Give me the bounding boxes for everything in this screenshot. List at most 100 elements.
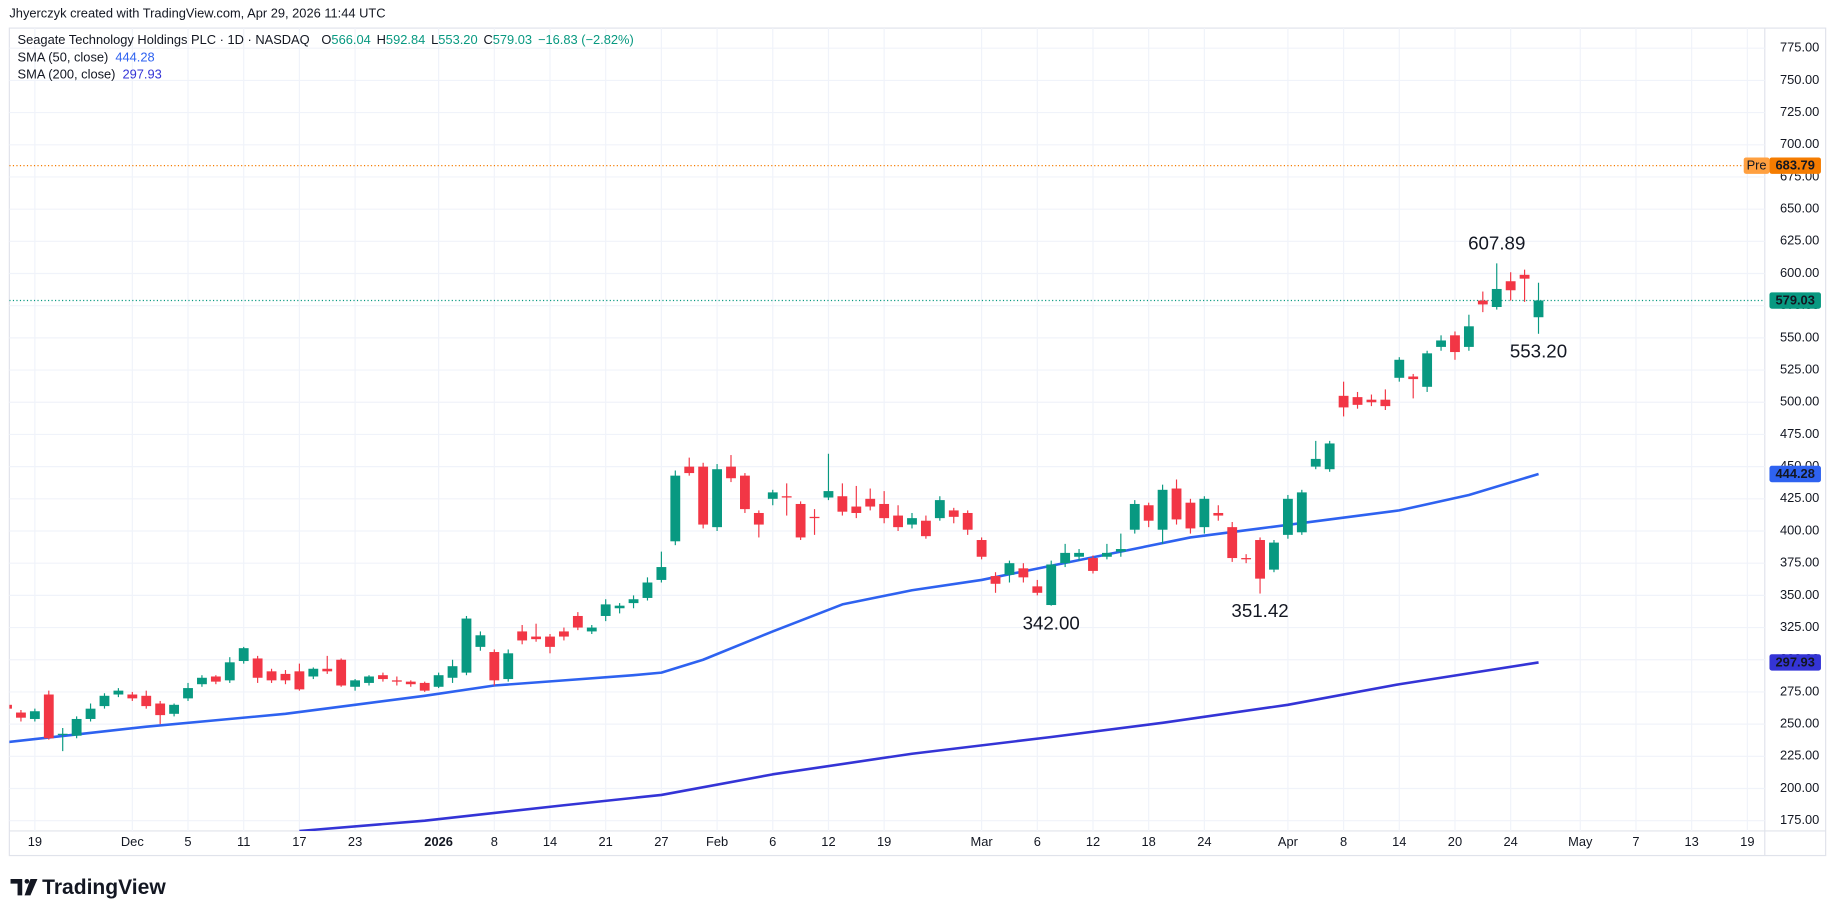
candle-body <box>461 618 472 673</box>
ohlc-key: H <box>377 32 386 47</box>
candle-body <box>545 636 555 647</box>
candle-body <box>113 690 124 695</box>
tradingview-logo: TradingView <box>10 876 166 899</box>
candle-body <box>893 515 903 528</box>
y-tick-label: 650.00 <box>1780 201 1819 216</box>
candle-body <box>1255 540 1265 579</box>
candle-body <box>1366 399 1377 403</box>
x-tick-label: 19 <box>877 834 891 849</box>
candle-body <box>1310 458 1321 467</box>
y-tick-label: 375.00 <box>1780 555 1819 570</box>
candle-body <box>85 708 96 719</box>
candle-body <box>405 681 416 685</box>
candle-body <box>155 703 166 716</box>
x-tick-label: Dec <box>121 834 144 849</box>
candle-body <box>753 512 764 525</box>
candle-body <box>252 658 263 678</box>
x-tick-label: Apr <box>1278 834 1299 849</box>
candle-body <box>948 510 959 517</box>
y-tick-label: 600.00 <box>1780 265 1819 280</box>
y-tick-label: 775.00 <box>1780 40 1819 55</box>
sma-badge-bg <box>1769 465 1821 483</box>
x-tick-label: 19 <box>28 834 42 849</box>
y-tick-label: 550.00 <box>1780 329 1819 344</box>
candle-body <box>238 648 249 662</box>
candle-body <box>9 704 12 709</box>
candle-body <box>976 540 987 557</box>
x-tick-label: 18 <box>1142 834 1156 849</box>
candle-body <box>1074 552 1084 557</box>
chart-frame <box>8 27 1827 857</box>
candle-body <box>962 512 973 530</box>
candle-body <box>781 496 792 498</box>
candle-body <box>336 659 347 686</box>
y-tick-label: 275.00 <box>1780 683 1819 698</box>
x-tick-label: 2026 <box>424 834 453 849</box>
candle-body <box>378 675 388 680</box>
candle-body <box>1213 512 1224 516</box>
candle-body <box>1422 353 1433 387</box>
x-tick-label: 19 <box>1740 834 1754 849</box>
candle-body <box>698 466 709 525</box>
candle-body <box>1227 527 1238 559</box>
candle-body <box>447 666 458 678</box>
candle-body <box>1463 326 1474 347</box>
candle-body <box>740 475 750 510</box>
grid <box>9 28 1765 831</box>
y-tick-label: 525.00 <box>1780 361 1819 376</box>
candle-body <box>280 673 291 681</box>
candle-body <box>1018 568 1029 578</box>
candle-body <box>197 677 207 685</box>
y-tick-label: 200.00 <box>1780 780 1819 795</box>
x-tick-label: 21 <box>599 834 613 849</box>
candle-body <box>224 662 235 681</box>
candle-body <box>586 627 597 632</box>
candle-body <box>1533 300 1544 318</box>
candle-body <box>57 733 68 735</box>
y-tick-label: 500.00 <box>1780 394 1819 409</box>
candle-body <box>1199 498 1210 528</box>
candle-body <box>127 694 138 699</box>
candle-body <box>559 631 569 637</box>
y-tick-label: 475.00 <box>1780 426 1819 441</box>
candle-body <box>823 491 834 498</box>
x-tick-label: 14 <box>543 834 557 849</box>
candle-body <box>1282 498 1293 535</box>
candle-body <box>210 676 221 682</box>
y-tick-label: 425.00 <box>1780 490 1819 505</box>
candle-body <box>169 704 180 714</box>
candle-body <box>1157 489 1168 530</box>
candle-body <box>16 712 26 718</box>
candle-body <box>628 599 639 604</box>
candle-body <box>308 668 319 677</box>
candle-body <box>141 695 152 707</box>
ohlc-key: C <box>483 32 492 47</box>
candle-body <box>266 671 277 681</box>
x-tick-label: 12 <box>1086 834 1100 849</box>
x-tick-label: 5 <box>184 834 191 849</box>
y-tick-label: 175.00 <box>1780 812 1819 827</box>
x-tick-label: 6 <box>769 834 776 849</box>
candle-body <box>1129 503 1140 530</box>
x-tick-label: May <box>1568 834 1593 849</box>
price-badge: 683.79 <box>1776 158 1815 173</box>
candle-body <box>1519 274 1530 279</box>
candle-body <box>614 605 625 609</box>
candle-body <box>642 582 653 598</box>
candle-body <box>503 653 514 680</box>
x-tick-label: 27 <box>654 834 668 849</box>
candle-body <box>600 604 611 616</box>
candle-body <box>670 475 681 542</box>
candle-body <box>43 694 54 739</box>
x-tick-label: 24 <box>1504 834 1518 849</box>
candle-body <box>1450 335 1460 353</box>
candle-body <box>517 631 528 641</box>
symbol-legend: Seagate Technology Holdings PLC · 1D · N… <box>18 32 634 47</box>
candle-body <box>29 711 40 719</box>
candle-body <box>71 718 82 736</box>
price-badge-bg <box>1769 292 1821 309</box>
ohlc-key: L <box>431 32 438 47</box>
candle-body <box>1394 359 1405 378</box>
candle-body <box>1088 558 1098 571</box>
credit: Jhyerczyk created with TradingView.com, … <box>9 5 385 20</box>
